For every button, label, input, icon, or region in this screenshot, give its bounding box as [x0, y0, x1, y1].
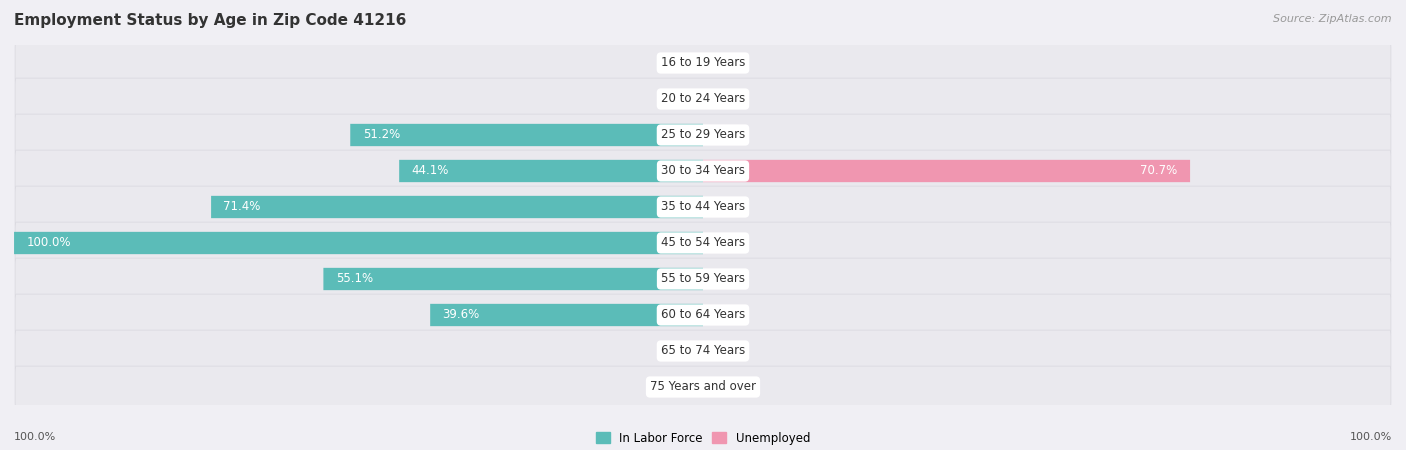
Text: 0.0%: 0.0%	[710, 309, 740, 321]
FancyBboxPatch shape	[430, 304, 703, 326]
FancyBboxPatch shape	[399, 160, 703, 182]
FancyBboxPatch shape	[15, 222, 1391, 264]
FancyBboxPatch shape	[323, 268, 703, 290]
Text: 39.6%: 39.6%	[443, 309, 479, 321]
Text: 16 to 19 Years: 16 to 19 Years	[661, 57, 745, 69]
Text: 0.0%: 0.0%	[710, 129, 740, 141]
Text: 55 to 59 Years: 55 to 59 Years	[661, 273, 745, 285]
FancyBboxPatch shape	[15, 42, 1391, 84]
FancyBboxPatch shape	[15, 294, 1391, 336]
Text: 20 to 24 Years: 20 to 24 Years	[661, 93, 745, 105]
FancyBboxPatch shape	[15, 114, 1391, 156]
Text: 100.0%: 100.0%	[27, 237, 70, 249]
Text: 55.1%: 55.1%	[336, 273, 373, 285]
Text: 100.0%: 100.0%	[1350, 432, 1392, 442]
FancyBboxPatch shape	[15, 330, 1391, 372]
FancyBboxPatch shape	[350, 124, 703, 146]
Text: 0.0%: 0.0%	[710, 273, 740, 285]
Text: 100.0%: 100.0%	[14, 432, 56, 442]
Text: 25 to 29 Years: 25 to 29 Years	[661, 129, 745, 141]
Text: 30 to 34 Years: 30 to 34 Years	[661, 165, 745, 177]
Text: 75 Years and over: 75 Years and over	[650, 381, 756, 393]
Text: 65 to 74 Years: 65 to 74 Years	[661, 345, 745, 357]
Text: 0.0%: 0.0%	[710, 57, 740, 69]
Text: Source: ZipAtlas.com: Source: ZipAtlas.com	[1274, 14, 1392, 23]
Text: 60 to 64 Years: 60 to 64 Years	[661, 309, 745, 321]
FancyBboxPatch shape	[15, 186, 1391, 228]
Text: 45 to 54 Years: 45 to 54 Years	[661, 237, 745, 249]
Text: 0.0%: 0.0%	[710, 237, 740, 249]
Text: Employment Status by Age in Zip Code 41216: Employment Status by Age in Zip Code 412…	[14, 14, 406, 28]
Text: 0.0%: 0.0%	[666, 57, 696, 69]
Text: 70.7%: 70.7%	[1140, 165, 1178, 177]
Text: 51.2%: 51.2%	[363, 129, 399, 141]
FancyBboxPatch shape	[211, 196, 703, 218]
Text: 0.0%: 0.0%	[710, 345, 740, 357]
FancyBboxPatch shape	[15, 258, 1391, 300]
Text: 44.1%: 44.1%	[412, 165, 449, 177]
Text: 0.0%: 0.0%	[710, 201, 740, 213]
Text: 35 to 44 Years: 35 to 44 Years	[661, 201, 745, 213]
Text: 0.0%: 0.0%	[666, 93, 696, 105]
FancyBboxPatch shape	[15, 78, 1391, 120]
Text: 0.0%: 0.0%	[710, 93, 740, 105]
Text: 0.0%: 0.0%	[710, 381, 740, 393]
Text: 71.4%: 71.4%	[224, 201, 262, 213]
Legend: In Labor Force, Unemployed: In Labor Force, Unemployed	[591, 427, 815, 450]
Text: 0.0%: 0.0%	[666, 345, 696, 357]
FancyBboxPatch shape	[15, 366, 1391, 408]
Text: 0.0%: 0.0%	[666, 381, 696, 393]
FancyBboxPatch shape	[14, 232, 703, 254]
FancyBboxPatch shape	[15, 150, 1391, 192]
FancyBboxPatch shape	[703, 160, 1189, 182]
